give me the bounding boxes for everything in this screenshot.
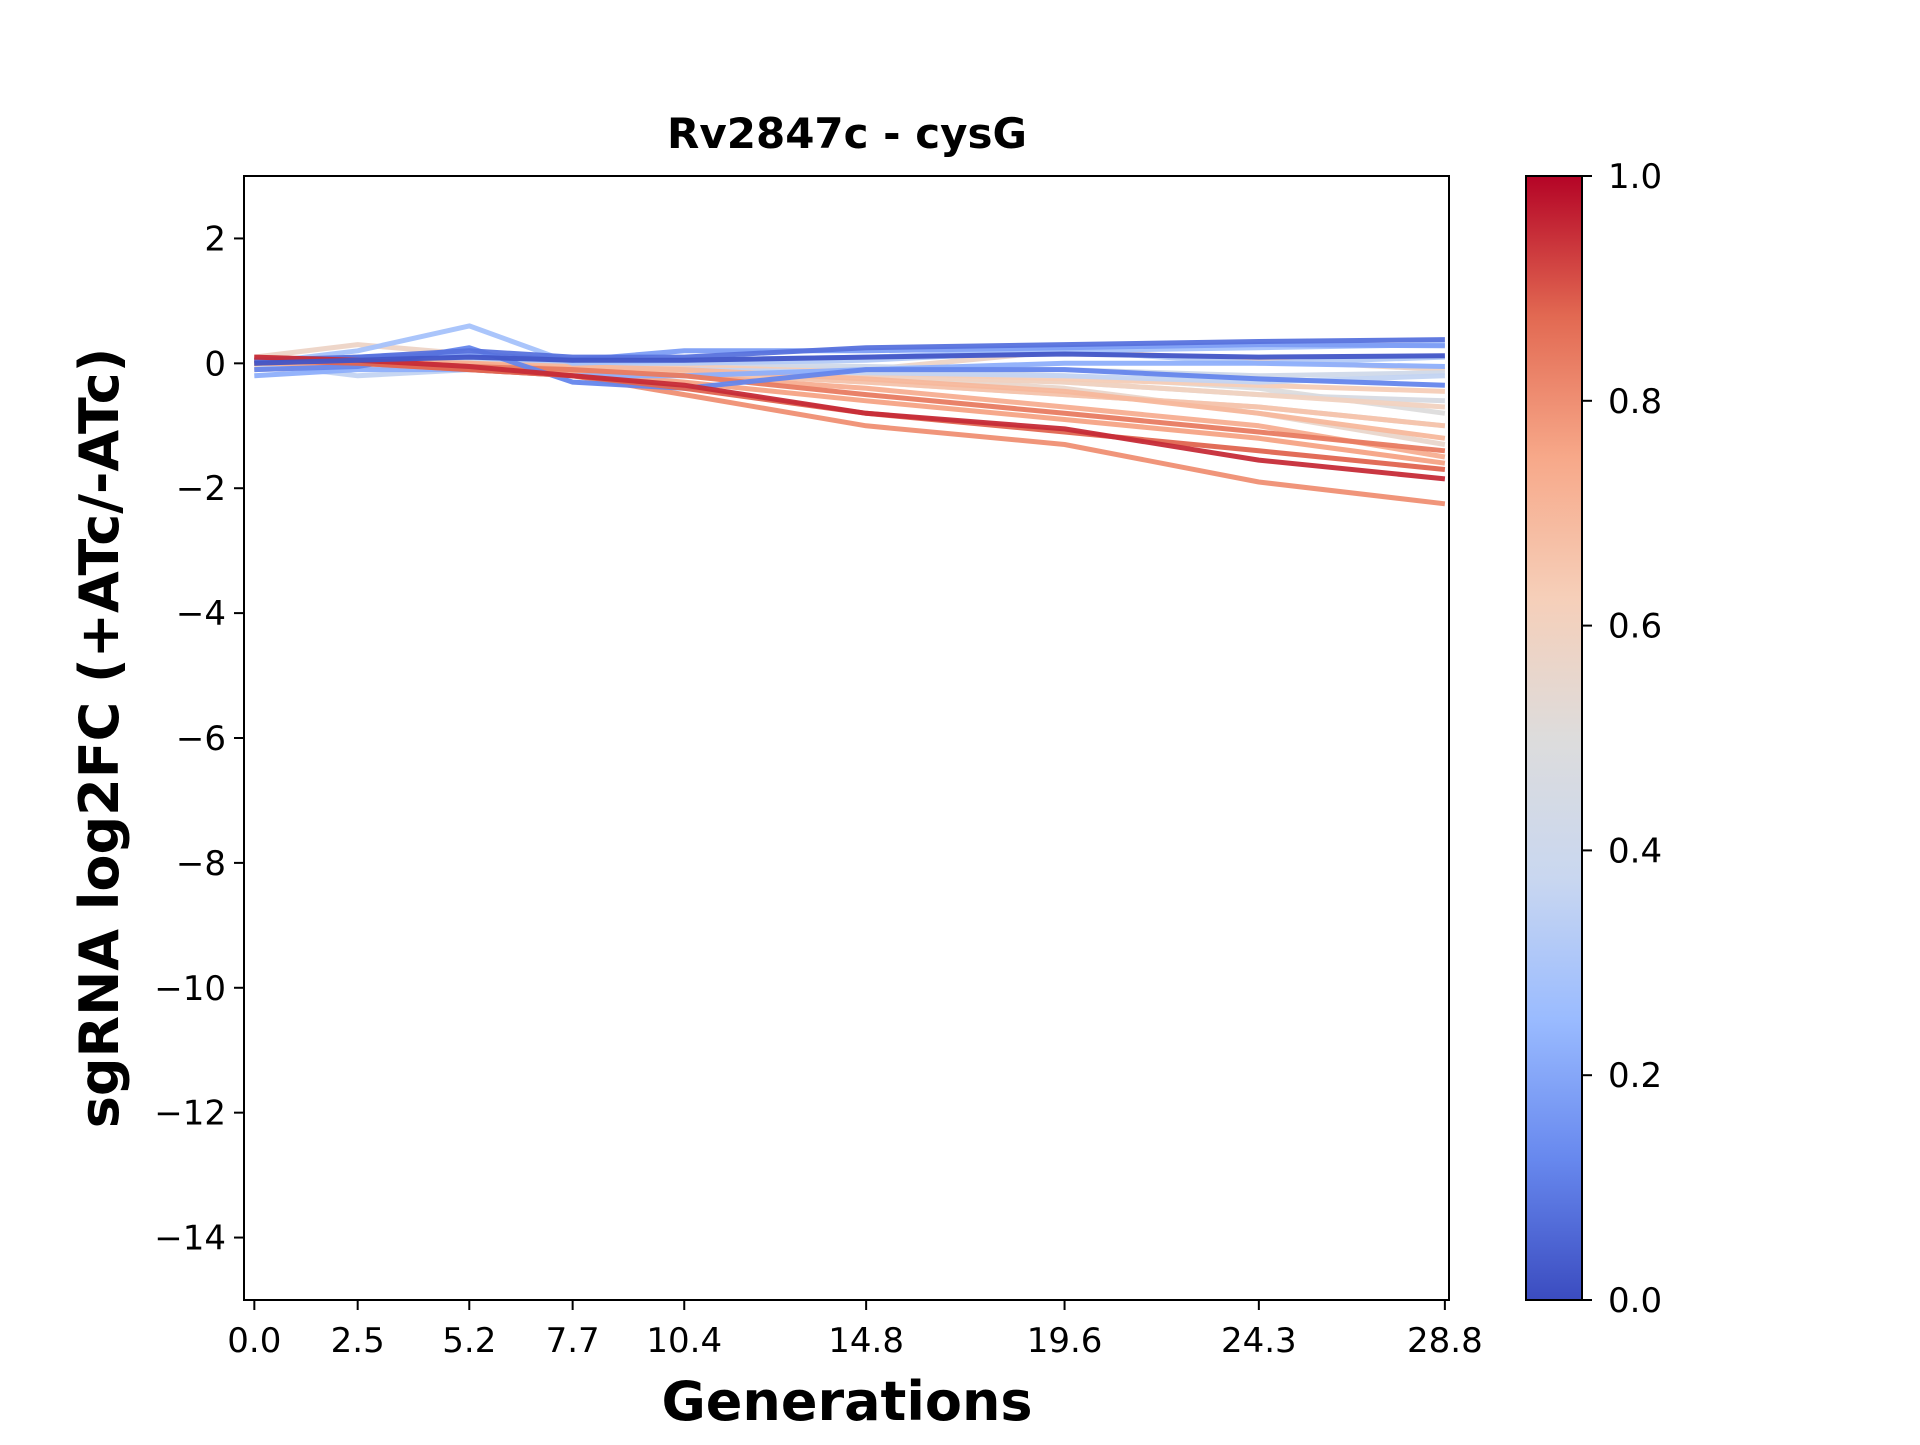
colorbar-tick-label: 1.0 <box>1608 157 1662 197</box>
x-tick-label: 7.7 <box>546 1321 600 1361</box>
colorbar: 0.0 0.2 0.4 0.6 0.8 1.0 <box>1525 157 1662 1321</box>
x-tick-label: 10.4 <box>646 1321 722 1361</box>
colorbar-ticks: 0.0 0.2 0.4 0.6 0.8 1.0 <box>1582 157 1662 1321</box>
x-axis-title: Generations <box>661 1370 1032 1433</box>
series-line <box>254 357 1446 472</box>
series-layer <box>253 323 1446 507</box>
y-axis: 2 0 −2 −4 −6 −8 −10 −12 −14 <box>154 219 244 1259</box>
colorbar-tick-label: 0.4 <box>1608 831 1662 871</box>
x-tick-label: 19.6 <box>1027 1321 1103 1361</box>
colorbar-tick-label: 0.8 <box>1608 382 1662 422</box>
x-axis: 0.0 2.5 5.2 7.7 10.4 14.8 19.6 24.3 28.8 <box>227 1300 1483 1361</box>
y-tick-label: −12 <box>154 1094 226 1134</box>
series-line <box>254 337 1445 363</box>
y-tick-label: 2 <box>204 219 226 259</box>
y-axis-title: sgRNA log2FC (+ATc/-ATc) <box>68 348 131 1129</box>
colorbar-tick-label: 0.2 <box>1608 1056 1662 1096</box>
y-tick-label: 0 <box>204 344 226 384</box>
series-line <box>254 351 1445 366</box>
x-tick-label: 0.0 <box>227 1321 281 1361</box>
x-tick-label: 5.2 <box>442 1321 496 1361</box>
colorbar-tick-label: 0.0 <box>1608 1281 1662 1321</box>
chart-title: Rv2847c - cysG <box>667 109 1027 158</box>
y-tick-label: −10 <box>154 969 226 1009</box>
y-tick-label: −6 <box>176 719 226 759</box>
colorbar-tick-label: 0.6 <box>1608 607 1662 647</box>
y-tick-label: −4 <box>176 594 226 634</box>
y-tick-label: −14 <box>154 1219 226 1259</box>
x-tick-label: 28.8 <box>1407 1321 1483 1361</box>
colorbar-gradient <box>1525 175 1583 1301</box>
x-tick-label: 24.3 <box>1221 1321 1297 1361</box>
x-tick-label: 2.5 <box>331 1321 385 1361</box>
y-tick-label: −2 <box>176 469 226 509</box>
series-line <box>254 354 1446 482</box>
y-tick-label: −8 <box>176 844 226 884</box>
x-tick-label: 14.8 <box>828 1321 904 1361</box>
